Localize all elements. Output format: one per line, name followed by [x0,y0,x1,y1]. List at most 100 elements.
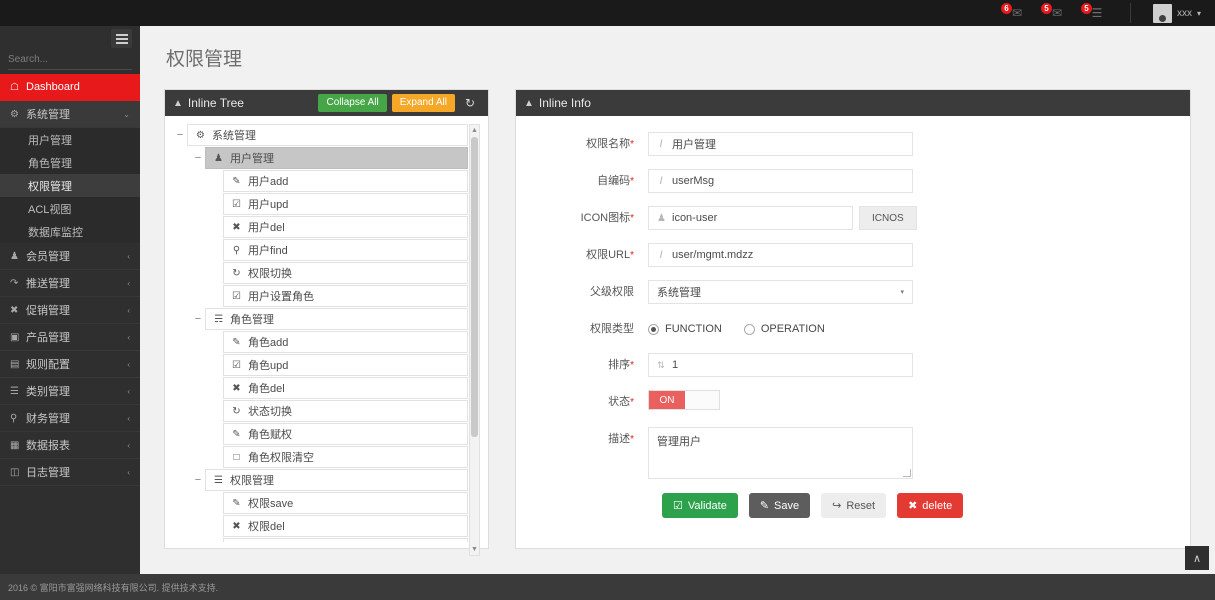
tree-node-box[interactable]: □ 角色权限清空 [223,446,468,468]
tree-node[interactable]: ✎ 权限save [173,492,468,514]
sidebar-item-system[interactable]: ⚙ 系统管理 ⌄ [0,101,140,128]
tree-toggle-icon[interactable]: − [194,313,202,325]
order-input[interactable]: ⇅ 1 [648,353,913,377]
tree-node[interactable]: ✖ 角色del [173,377,468,399]
tree-node[interactable]: ⚲ 用户find [173,239,468,261]
notification-bell[interactable]: ✉ 6 [1000,3,1028,22]
scroll-down-icon[interactable]: ▼ [471,546,478,553]
refresh-icon[interactable]: ↻ [464,96,476,110]
status-toggle[interactable]: ON [648,390,720,410]
description-textarea[interactable]: 管理用户 [648,427,913,479]
sidebar-item-reports[interactable]: ▦ 数据报表 ‹ [0,432,140,459]
parent-permission-select[interactable]: 系统管理 ▾ [648,280,913,304]
tree-node-box[interactable]: ⚙ 系统管理 [187,124,468,146]
sidebar-subitem-acl-view[interactable]: ACL视图 [0,197,140,220]
tree-node-box[interactable]: ↻ 权限切换 [223,262,468,284]
tree-node[interactable]: ☑ 用户设置角色 [173,285,468,307]
control-icon: ♟ icon-user ICNOS [648,206,1170,230]
tree-node-box[interactable]: ✖ 用户del [223,216,468,238]
tree-node-box[interactable]: ☑ 用户设置角色 [223,285,468,307]
tree-toggle-icon[interactable]: − [194,474,202,486]
sidebar-subitem-role-mgmt[interactable]: 角色管理 [0,151,140,174]
tree-node[interactable]: ↻ 权限切换 [173,262,468,284]
tree-node-box[interactable]: ☰ 权限管理 [205,469,468,491]
tree-toggle-icon[interactable]: − [176,129,184,141]
delete-button[interactable]: ✖ delete [897,493,964,518]
sidebar-item-category[interactable]: ☰ 类别管理 ‹ [0,378,140,405]
sidebar-item-label: Dashboard [26,81,80,93]
scrollbar-thumb[interactable] [471,137,478,437]
sidebar-item-product[interactable]: ▣ 产品管理 ‹ [0,324,140,351]
tree-node[interactable]: ✎ 角色add [173,331,468,353]
tree-node-box[interactable]: ☴ 角色管理 [205,308,468,330]
tree-node-box[interactable]: ✖ 角色del [223,377,468,399]
hamburger-icon[interactable] [111,29,132,48]
sidebar-item-push[interactable]: ↷ 推送管理 ‹ [0,270,140,297]
tree-node[interactable]: ✖ 权限del [173,515,468,537]
tree-node-box[interactable]: ⚲ 用户find [223,239,468,261]
search-icon: ⚲ [232,244,241,256]
reset-button-label: Reset [846,499,876,512]
sidebar-subitem-db-monitor[interactable]: 数据库监控 [0,220,140,243]
icon-input[interactable]: ♟ icon-user [648,206,853,230]
sidebar-item-member[interactable]: ♟ 会员管理 ‹ [0,243,140,270]
search-input[interactable] [8,54,140,65]
notification-tasks[interactable]: ☰ 5 [1080,3,1108,22]
expand-all-button[interactable]: Expand All [391,94,455,112]
scroll-up-icon[interactable]: ▲ [471,127,478,134]
tree-node-box[interactable]: ☑ 用户upd [223,193,468,215]
sidebar-item-logs[interactable]: ◫ 日志管理 ‹ [0,459,140,486]
tree-node[interactable]: − ☰ 权限管理 [173,469,468,491]
tree-node[interactable]: − ♟ 用户管理 [173,147,468,169]
tree-node[interactable]: ↻ 状态切换 [173,400,468,422]
url-input[interactable]: I user/mgmt.mdzz [648,243,913,267]
permission-name-input[interactable]: I 用户管理 [648,132,913,156]
validate-button[interactable]: ☑ Validate [662,493,738,518]
sidebar-item-rules[interactable]: ▤ 规则配置 ‹ [0,351,140,378]
tree-node-box[interactable]: ♟ 用户管理 [205,147,468,169]
tree-node-label: 权限切换 [248,268,292,280]
tree-scrollbar[interactable]: ▲ ▼ [469,124,480,556]
tree-node-box[interactable]: ↻ 状态切换 [223,400,468,422]
sidebar-subitem-user-mgmt[interactable]: 用户管理 [0,128,140,151]
reset-button[interactable]: ↪ Reset [821,493,887,518]
tree-node[interactable]: □ 角色权限清空 [173,446,468,468]
tree-node[interactable]: − ☴ 角色管理 [173,308,468,330]
tree-node-label: 用户find [248,245,288,257]
tree-node-box[interactable]: ✎ 角色add [223,331,468,353]
content-area: 权限管理 ▲ Inline Tree Collapse All Expand A… [140,26,1215,574]
scroll-to-top-button[interactable]: ∧ [1185,546,1209,570]
resize-grip-icon[interactable] [903,469,911,477]
sidebar-subitem-label: 角色管理 [28,157,72,170]
sidebar-search[interactable]: ⚲ [8,50,147,70]
sidebar-item-finance[interactable]: ⚲ 财务管理 ‹ [0,405,140,432]
tree-node-box[interactable]: ✖ 权限del [223,515,468,537]
tree-toggle-icon[interactable]: − [194,152,202,164]
user-menu[interactable]: xxx ▾ [1152,3,1207,23]
save-button[interactable]: ✎ Save [748,493,811,518]
tree-node[interactable]: ☑模式切换 [173,538,468,542]
collapse-all-button[interactable]: Collapse All [318,94,387,112]
tree-node-box[interactable]: ☑ 角色upd [223,354,468,376]
tree-node[interactable]: ✖ 用户del [173,216,468,238]
tree-node-box[interactable]: ✎ 角色赋权 [223,423,468,445]
tree-node[interactable]: ☑ 角色upd [173,354,468,376]
sidebar-item-promotion[interactable]: ✖ 促销管理 ‹ [0,297,140,324]
field-row-type: 权限类型 FUNCTION OPERATION [536,317,1170,341]
tree-node-box[interactable]: ✎ 用户add [223,170,468,192]
label-code: 自编码* [536,169,648,194]
tree-node-box[interactable]: ✎ 权限save [223,492,468,514]
tree-node[interactable]: ✎ 角色赋权 [173,423,468,445]
sidebar-item-dashboard[interactable]: ☖ Dashboard [0,74,140,101]
tree-node[interactable]: ✎ 用户add [173,170,468,192]
code-input[interactable]: I userMsg [648,169,913,193]
tree-node[interactable]: ☑ 用户upd [173,193,468,215]
notification-messages[interactable]: ✉ 5 [1040,3,1068,22]
radio-function[interactable]: FUNCTION [648,323,722,335]
icnos-button[interactable]: ICNOS [859,206,917,230]
tree-node[interactable]: − ⚙ 系统管理 [173,124,468,146]
radio-operation[interactable]: OPERATION [743,323,825,335]
sidebar-subitem-permission-mgmt[interactable]: 权限管理 [0,174,140,197]
tree-node-label: 角色赋权 [248,429,292,441]
tree-node-box[interactable]: ☑模式切换 [223,538,468,542]
